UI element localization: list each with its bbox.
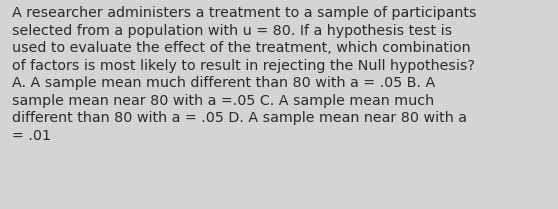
Text: A researcher administers a treatment to a sample of participants
selected from a: A researcher administers a treatment to … (12, 6, 477, 143)
